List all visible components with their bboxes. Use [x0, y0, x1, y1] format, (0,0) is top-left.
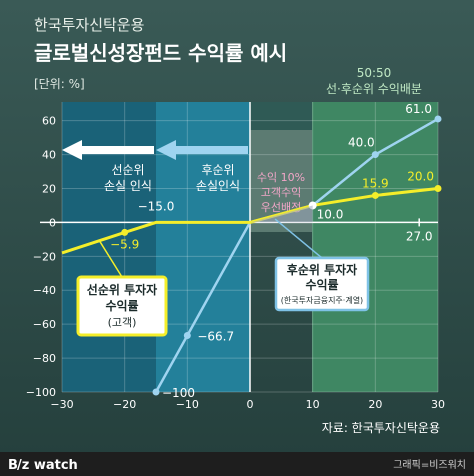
x-tick-label: −10 [176, 398, 199, 411]
senior-loss-arrow [62, 140, 154, 160]
senior-callout-text-3: (고객) [108, 316, 137, 329]
zone-top-filler [250, 102, 312, 130]
priority-text-1: 수익 10% [257, 171, 305, 184]
junior-callout-box [274, 256, 370, 312]
junior-label-floor: −100 [162, 386, 195, 400]
junior-loss-text-1: 후순위 [201, 163, 234, 177]
company-title: 한국투자신탁운용 [34, 16, 144, 34]
series [61, 115, 442, 396]
junior-callout-text-2: 수익률 [305, 278, 338, 292]
y-tick-label: −100 [26, 386, 56, 399]
junior-label-end: 61.0 [405, 102, 432, 116]
x27-label: 27.0 [406, 229, 433, 243]
unit-label: [단위: %] [34, 77, 85, 91]
x-tick-label: 0 [247, 398, 254, 411]
junior-callout-text-1: 후순위 투자자 [287, 262, 357, 277]
y-tick-label: 40 [42, 149, 56, 162]
y-tick-label: −80 [33, 352, 56, 365]
senior-callout-box [76, 275, 168, 337]
junior-loss-arrow [156, 140, 248, 160]
chart-title: 글로벌신성장펀드 수익률 예시 [34, 41, 287, 65]
source-text: 자료: 한국투자신탁운용 [322, 421, 440, 435]
senior-loss-text-2: 손실 인식 [104, 179, 152, 193]
y-tick-label: −60 [33, 318, 56, 331]
senior-series-point [121, 228, 129, 236]
y-tick-label: 0 [49, 216, 56, 229]
x-tick-label: 20 [368, 398, 382, 411]
junior-loss-text-2: 손실인식 [196, 179, 240, 193]
senior-series-point [371, 191, 379, 199]
y-tick-label: 60 [42, 115, 56, 128]
priority-text-2: 고객수익 [261, 186, 301, 199]
senior-callout-text-1: 선순위 투자자 [87, 282, 157, 297]
x-tick-label: 30 [431, 398, 445, 411]
value-labels: −5.9 15.9 20.0 −100 −66.7 40.0 61.0 −15.0 10.0 27… [98, 102, 434, 400]
junior-callout-text-3: (한국투자금융지주·계열) [281, 295, 363, 305]
x-tick-label: 10 [306, 398, 320, 411]
brand-logo-b: B [8, 458, 18, 473]
senior-label-neg: −5.9 [110, 237, 139, 251]
junior-label-mid: 40.0 [348, 136, 375, 150]
y-tick-label: −20 [33, 250, 56, 263]
junior-series-point [434, 115, 442, 123]
priority-wedge [250, 205, 313, 223]
split-ratio-label: 50:50 [357, 66, 392, 80]
junior-series-point [183, 332, 191, 340]
senior-callout-connector [98, 240, 123, 278]
x-tick-label: −30 [50, 398, 73, 411]
senior-loss-text-1: 선순위 [111, 163, 144, 177]
shared-point-label: 10.0 [317, 207, 344, 221]
y-tick-label: 20 [42, 182, 56, 195]
senior-series-point [434, 184, 442, 192]
senior-label-end: 20.0 [407, 169, 434, 183]
junior-series-point [371, 151, 379, 159]
split-desc-label: 선·후순위 수익배분 [326, 82, 422, 96]
junior-series-point [152, 388, 160, 396]
brand-logo-rest: /z watch [17, 458, 78, 473]
senior-label-mid: 15.9 [362, 176, 389, 190]
senior-callout-text-2: 수익률 [105, 299, 138, 313]
breakeven-label: −15.0 [138, 199, 175, 213]
x-tick-label: −20 [113, 398, 136, 411]
graphic-credit: 그래픽=비즈워치 [393, 458, 466, 471]
junior-label-neg: −66.7 [197, 330, 234, 344]
y-tick-label: −40 [33, 284, 56, 297]
junior-callout-connector [274, 218, 323, 259]
profit-split-zone [312, 102, 438, 392]
footer-bar [0, 452, 474, 476]
